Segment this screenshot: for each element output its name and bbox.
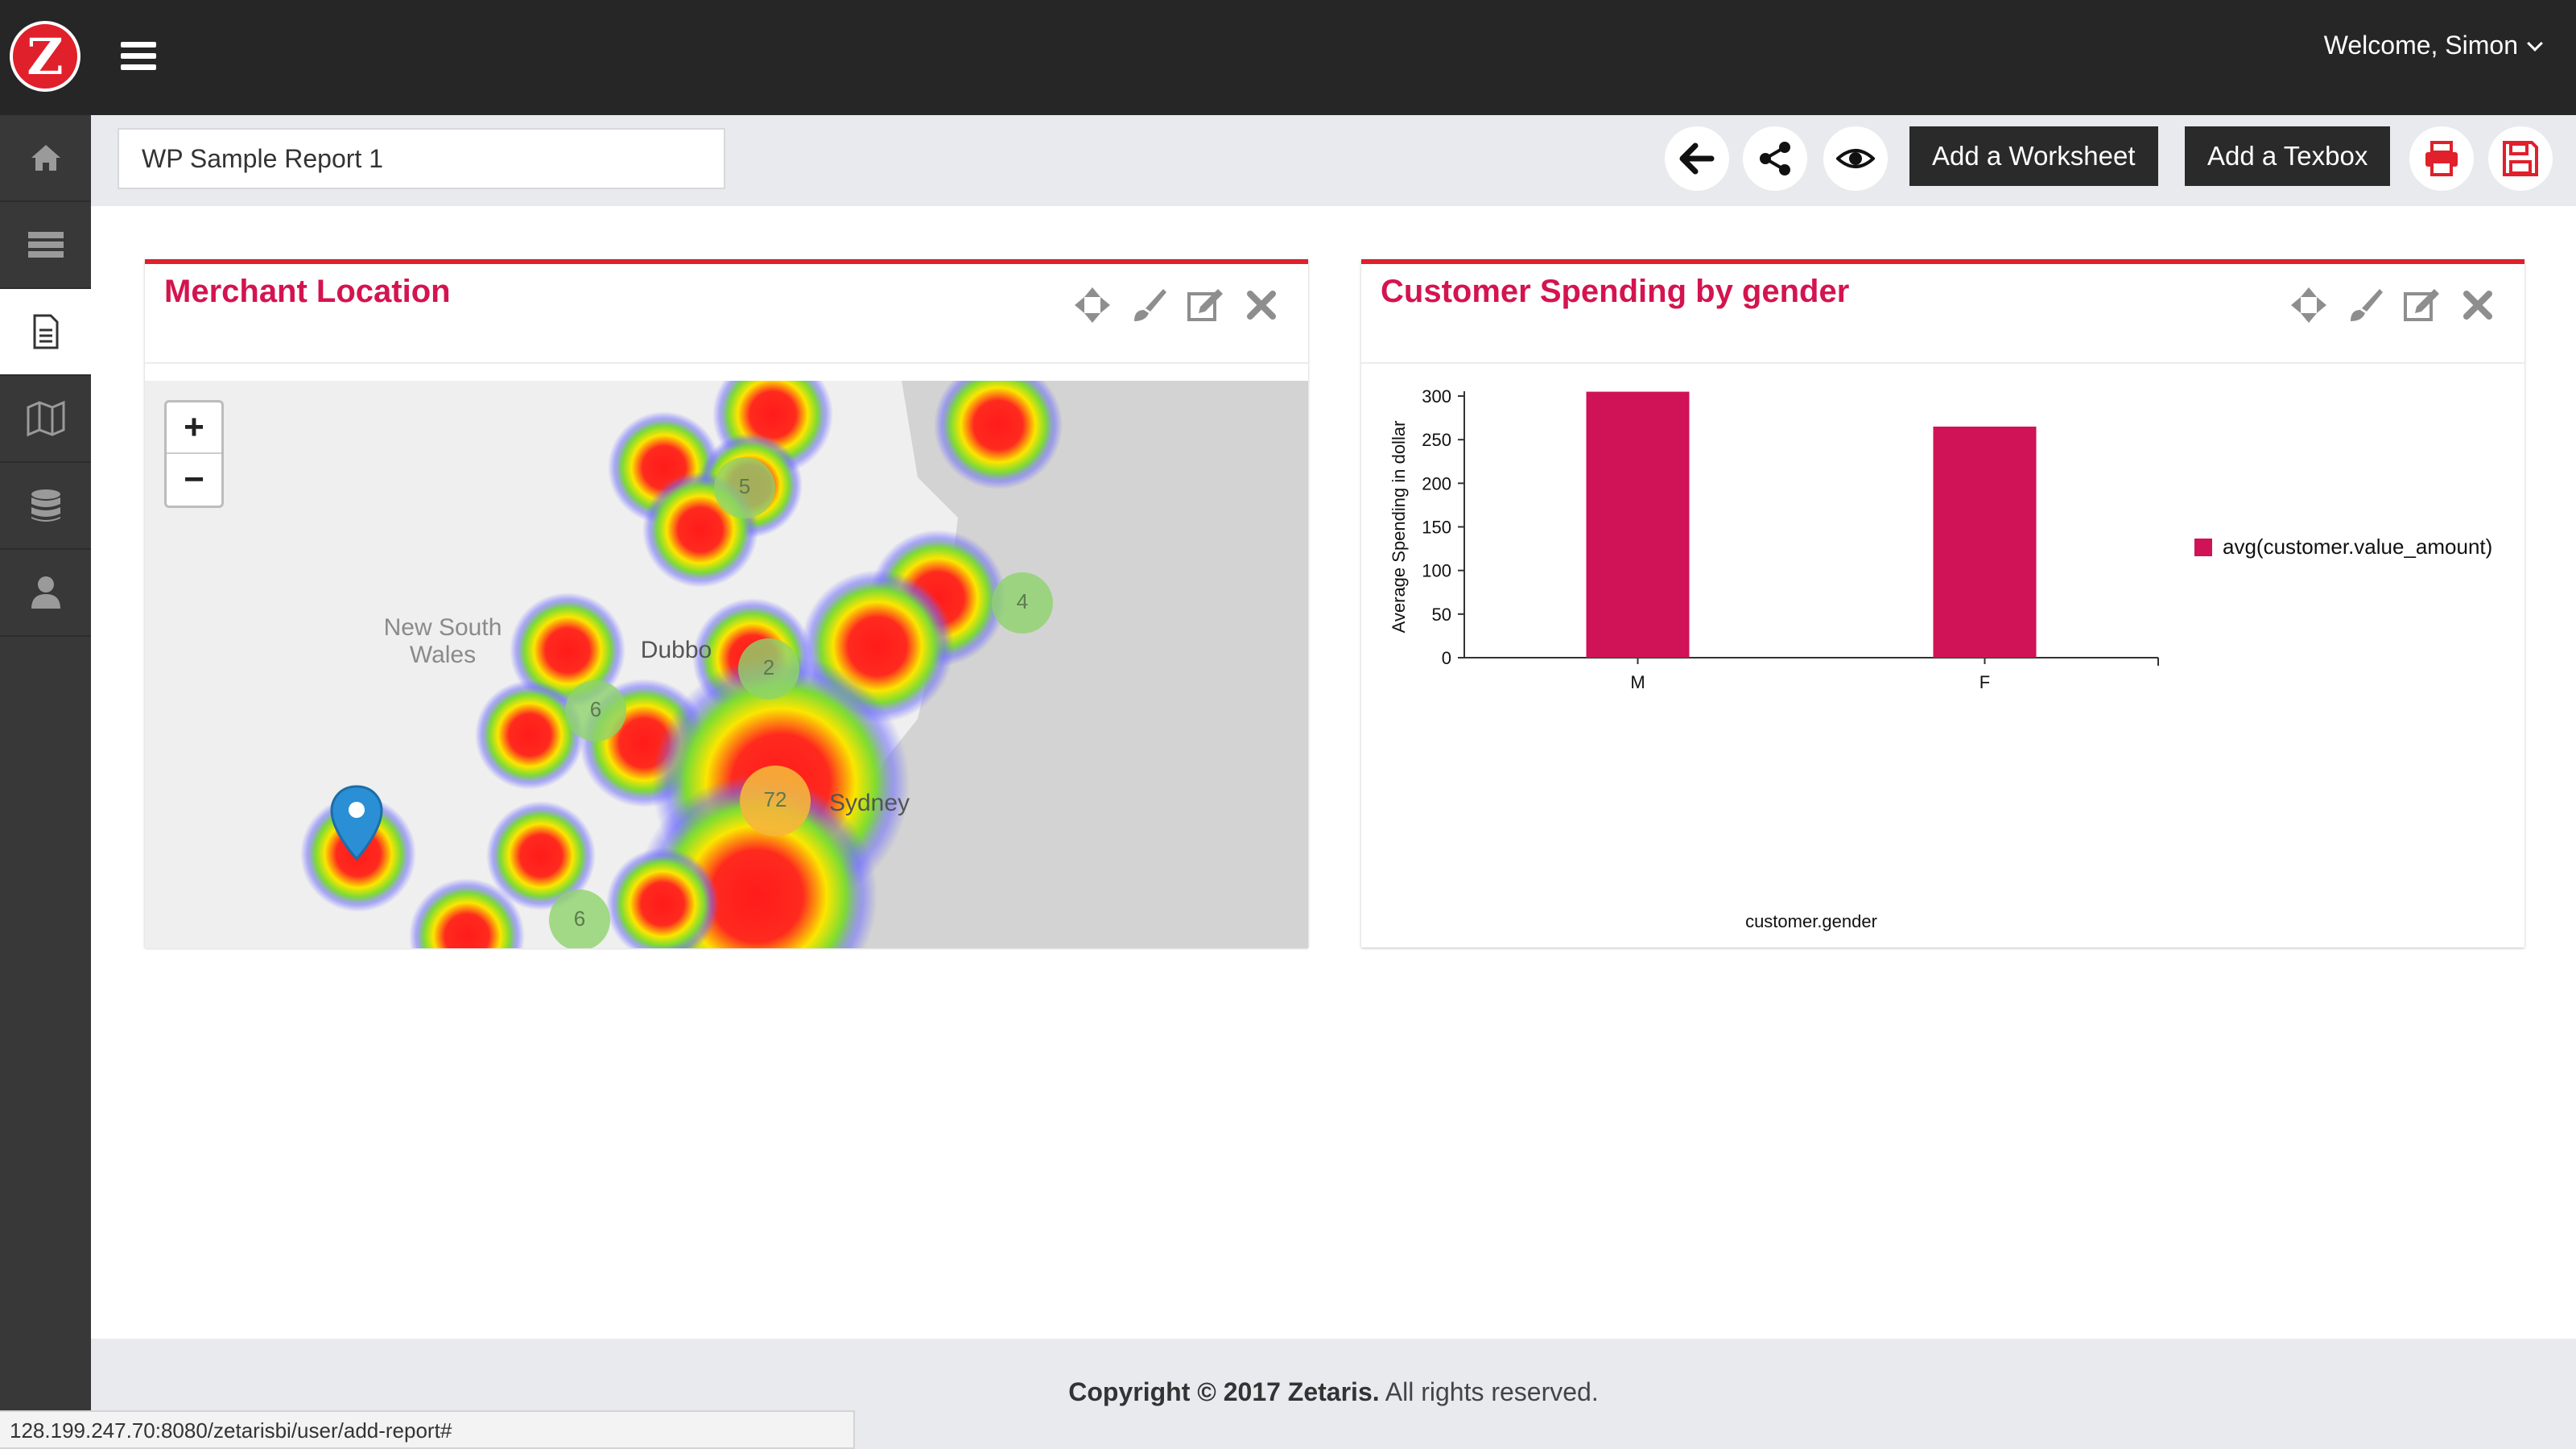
bar-F xyxy=(1933,426,2037,658)
print-button[interactable] xyxy=(2409,126,2474,191)
close-button[interactable] xyxy=(1239,280,1284,330)
panel-header: Customer Spending by gender xyxy=(1361,264,2524,364)
sidebar-item-map[interactable] xyxy=(0,376,91,463)
cluster-count-label: 6 xyxy=(589,697,602,721)
zoom-controls: + − xyxy=(164,400,224,508)
home-icon xyxy=(31,145,60,171)
zoom-out-button[interactable]: − xyxy=(184,460,204,499)
map-icon xyxy=(27,400,64,437)
share-button[interactable] xyxy=(1743,126,1807,191)
share-icon xyxy=(1760,142,1790,175)
close-button[interactable] xyxy=(2455,280,2500,330)
preview-button[interactable] xyxy=(1823,126,1888,191)
cluster-markers[interactable] xyxy=(549,457,1053,948)
y-axis-title: Average Spending in dollar xyxy=(1389,421,1409,634)
cluster-count-label: 6 xyxy=(573,906,586,931)
move-button[interactable] xyxy=(2286,280,2331,330)
heatmap-map[interactable]: + − New South Wales Dubbo Sydney 5 4 2 6 72 6 xyxy=(145,381,1308,948)
save-icon xyxy=(2503,141,2538,176)
save-button[interactable] xyxy=(2488,126,2553,191)
close-icon xyxy=(1247,291,1276,320)
sidebar-item-home[interactable] xyxy=(0,115,91,202)
move-arrows-icon xyxy=(2291,287,2326,323)
bar-chart: 0 50 100 150 200 250 300 M F Average Spending in … xyxy=(1389,386,2492,931)
panel-header: Merchant Location xyxy=(145,264,1308,364)
legend-swatch xyxy=(2194,539,2212,556)
style-button[interactable] xyxy=(2343,280,2388,330)
style-button[interactable] xyxy=(1126,280,1171,330)
y-tick-label: 300 xyxy=(1422,386,1451,407)
edit-button[interactable] xyxy=(1183,280,1228,330)
sidebar-item-servers[interactable] xyxy=(0,202,91,289)
add-worksheet-button[interactable]: Add a Worksheet xyxy=(1909,126,2158,186)
close-icon xyxy=(2463,291,2492,320)
paintbrush-icon xyxy=(2351,289,2383,321)
sidebar xyxy=(0,115,91,1449)
hamburger-icon[interactable] xyxy=(121,42,156,71)
heatmap-layer xyxy=(145,381,1308,948)
sidebar-item-users[interactable] xyxy=(0,550,91,637)
welcome-text: Welcome, Simon xyxy=(2323,31,2518,60)
merchant-location-panel: Merchant Location xyxy=(145,259,1308,948)
server-icon xyxy=(27,232,64,258)
location-pin-icon xyxy=(330,785,383,861)
panel-tools xyxy=(2286,280,2500,330)
sidebar-item-reports[interactable] xyxy=(0,289,91,376)
map-label-dubbo: Dubbo xyxy=(640,637,712,663)
move-button[interactable] xyxy=(1070,280,1115,330)
customer-spending-panel: Customer Spending by gender 0 50 100 150 200… xyxy=(1361,259,2524,947)
y-tick-label: 200 xyxy=(1422,473,1451,493)
edit-icon xyxy=(2404,289,2439,321)
panel-title: Customer Spending by gender xyxy=(1381,274,1850,309)
cluster-count-label: 5 xyxy=(738,474,751,498)
zoom-in-button[interactable]: + xyxy=(167,402,221,454)
legend-label: avg(customer.value_amount) xyxy=(2223,535,2492,559)
map-label-region: New South Wales xyxy=(383,614,502,668)
y-tick-label: 150 xyxy=(1422,518,1451,538)
chevron-down-icon xyxy=(2527,35,2543,52)
top-navbar: Z Welcome, Simon xyxy=(0,0,2576,115)
y-tick-label: 0 xyxy=(1442,648,1451,668)
add-textbox-button[interactable]: Add a Texbox xyxy=(2185,126,2391,186)
cluster-count-label: 4 xyxy=(1016,589,1029,613)
arrow-left-icon xyxy=(1679,142,1715,175)
report-document-icon xyxy=(33,314,58,349)
x-axis-title: customer.gender xyxy=(1745,911,1877,931)
cluster-count-label: 2 xyxy=(762,655,775,679)
y-tick-label: 250 xyxy=(1422,430,1451,450)
x-tick-label: F xyxy=(1979,672,1990,692)
cluster-count-label: 72 xyxy=(763,787,787,811)
back-button[interactable] xyxy=(1665,126,1729,191)
user-menu[interactable]: Welcome, Simon xyxy=(2323,31,2543,60)
bar-chart-area: 0 50 100 150 200 250 300 M F Average Spending in … xyxy=(1361,364,2524,947)
map-label-sydney: Sydney xyxy=(828,790,910,816)
print-icon xyxy=(2425,141,2458,176)
zetaris-logo[interactable]: Z xyxy=(10,21,80,92)
user-icon xyxy=(31,576,60,609)
paintbrush-icon xyxy=(1134,289,1166,321)
panel-title: Merchant Location xyxy=(164,274,451,309)
sidebar-item-database[interactable] xyxy=(0,463,91,550)
y-tick-label: 100 xyxy=(1422,561,1451,581)
eye-icon xyxy=(1836,149,1875,168)
x-tick-label: M xyxy=(1630,672,1645,692)
edit-button[interactable] xyxy=(2399,280,2444,330)
bar-M xyxy=(1586,391,1690,658)
report-toolbar: Add a Worksheet Add a Texbox xyxy=(91,115,2576,206)
browser-status-url: 128.199.247.70:8080/zetarisbi/user/add-r… xyxy=(0,1410,855,1449)
panel-tools xyxy=(1070,280,1284,330)
copyright-text: Copyright © 2017 Zetaris. All rights res… xyxy=(1068,1377,1599,1406)
edit-icon xyxy=(1187,289,1223,321)
move-arrows-icon xyxy=(1075,287,1110,323)
database-icon xyxy=(31,489,60,522)
y-tick-label: 50 xyxy=(1432,605,1451,625)
report-name-input[interactable] xyxy=(118,128,725,189)
